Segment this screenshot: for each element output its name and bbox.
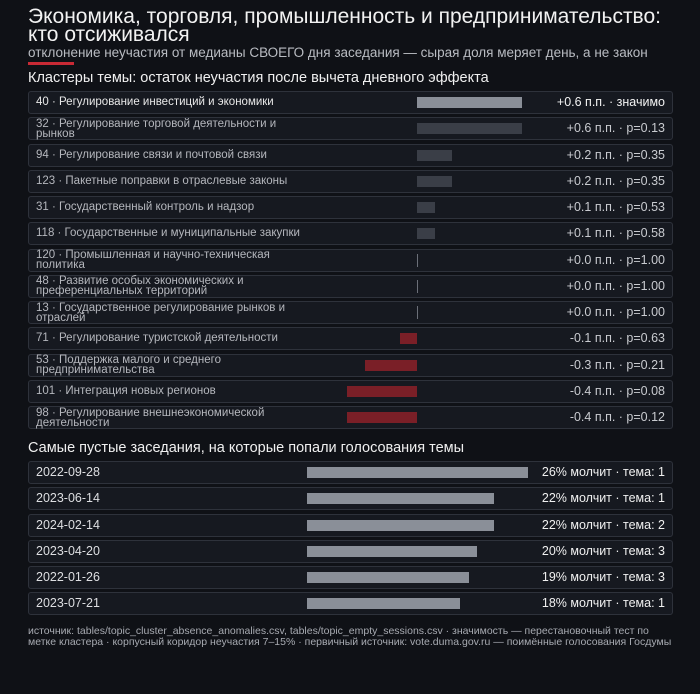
- cluster-value-label: -0.3 п.п. · p=0.21: [569, 357, 665, 372]
- session-date: 2022-01-26: [36, 570, 100, 584]
- cluster-bar: [417, 149, 452, 161]
- cluster-label: 71 · Регулирование туристской деятельнос…: [36, 332, 278, 345]
- cluster-bar: [347, 385, 417, 397]
- sessions-chart-title: Самые пустые заседания, на которые попал…: [28, 440, 465, 456]
- cluster-value-label: +0.0 п.п. · p=1.00: [566, 252, 665, 267]
- cluster-row: 101 · Интеграция новых регионов -0.4 п.п.…: [28, 379, 673, 403]
- cluster-row: 94 · Регулирование связи и почтовой связ…: [28, 143, 673, 167]
- session-value-label: 26% молчит · тема: 1: [541, 465, 665, 479]
- session-value-label: 20% молчит · тема: 3: [541, 543, 665, 558]
- cluster-value-label: +0.1 п.п. · p=0.53: [566, 200, 665, 214]
- cluster-row: 71 · Регулирование туристской деятельнос…: [28, 327, 673, 351]
- session-row: 2023-04-20 20% молчит · тема: 3: [28, 539, 673, 563]
- cluster-row: 98 · Регулирование внешнеэкономической д…: [28, 406, 673, 429]
- cluster-bar: [417, 123, 522, 135]
- cluster-value-label: +0.0 п.п. · p=1.00: [566, 305, 665, 319]
- cluster-value-label: +0.6 п.п. · p=0.13: [566, 121, 665, 136]
- page-title: Экономика, торговля, промышленность и пр…: [28, 5, 661, 46]
- session-bar: [307, 572, 469, 583]
- cluster-value-label: -0.4 п.п. · p=0.12: [569, 410, 665, 424]
- session-date: 2022-09-28: [36, 465, 100, 479]
- session-row: 2022-09-28 26% молчит · тема: 1: [28, 461, 673, 484]
- cluster-label: 13 · Государственное регулирование рынко…: [36, 301, 286, 324]
- cluster-label: 123 · Пакетные поправки в отраслевые зак…: [36, 174, 288, 187]
- cluster-zero-mark: [417, 279, 418, 293]
- cluster-label: 48 · Развитие особых экономических и пре…: [36, 275, 244, 298]
- source-note: источник: tables/topic_cluster_absence_a…: [28, 625, 672, 648]
- cluster-row: 13 · Государственное регулирование рынко…: [28, 301, 673, 324]
- session-bar: [307, 519, 494, 531]
- cluster-zero-mark: [417, 306, 418, 319]
- cluster-bar: [417, 228, 435, 240]
- cluster-value-label: +0.6 п.п. · значимо: [556, 95, 665, 109]
- session-row: 2023-06-14 22% молчит · тема: 1: [28, 487, 673, 511]
- session-value-label: 19% молчит · тема: 3: [541, 570, 665, 584]
- cluster-bar: [364, 359, 417, 371]
- session-value-label: 22% молчит · тема: 2: [541, 517, 665, 532]
- cluster-bar: [417, 97, 522, 108]
- session-bar: [307, 598, 460, 610]
- accent-line: [28, 62, 74, 65]
- session-date: 2023-04-20: [36, 543, 100, 558]
- cluster-row: 120 · Промышленная и научно-техническая …: [28, 248, 673, 272]
- session-row: 2024-02-14 22% молчит · тема: 2: [28, 513, 673, 537]
- cluster-row: 32 · Регулирование торговой деятельности…: [28, 117, 673, 141]
- cluster-label: 40 · Регулирование инвестиций и экономик…: [36, 96, 274, 108]
- session-bar: [307, 545, 477, 557]
- session-row: 2022-01-26 19% молчит · тема: 3: [28, 566, 673, 589]
- cluster-zero-mark: [417, 253, 418, 267]
- session-date: 2023-06-14: [36, 491, 100, 506]
- cluster-bar: [417, 175, 452, 187]
- cluster-value-label: -0.4 п.п. · p=0.08: [569, 383, 665, 398]
- cluster-label: 31 · Государственный контроль и надзор: [36, 201, 255, 213]
- cluster-value-label: -0.1 п.п. · p=0.63: [569, 331, 665, 346]
- session-value-label: 18% молчит · тема: 1: [541, 596, 665, 611]
- cluster-bar: [399, 333, 417, 345]
- cluster-value-label: +0.1 п.п. · p=0.58: [566, 226, 665, 241]
- cluster-row: 48 · Развитие особых экономических и пре…: [28, 274, 673, 298]
- session-bar: [307, 493, 494, 505]
- cluster-bar: [417, 202, 435, 213]
- session-date: 2023-07-21: [36, 596, 100, 611]
- sessions-chart: 2022-09-28 26% молчит · тема: 1 2023-06-14…: [28, 461, 673, 619]
- cluster-chart-title: Кластеры темы: остаток неучастия после в…: [28, 70, 489, 86]
- cluster-value-label: +0.2 п.п. · p=0.35: [566, 147, 665, 162]
- session-value-label: 22% молчит · тема: 1: [541, 491, 665, 506]
- cluster-row: 118 · Государственные и муниципальные за…: [28, 222, 673, 246]
- session-row: 2023-07-21 18% молчит · тема: 1: [28, 592, 673, 616]
- cluster-label: 53 · Поддержка малого и среднего предпри…: [36, 354, 221, 376]
- cluster-row: 40 · Регулирование инвестиций и экономик…: [28, 91, 673, 114]
- page-subtitle: отклонение неучастия от медианы СВОЕГО д…: [28, 45, 648, 60]
- cluster-label: 101 · Интеграция новых регионов: [36, 384, 216, 397]
- cluster-row: 31 · Государственный контроль и надзор +0…: [28, 196, 673, 219]
- cluster-row: 53 · Поддержка малого и среднего предпри…: [28, 353, 673, 377]
- cluster-label: 118 · Государственные и муниципальные за…: [36, 227, 300, 240]
- cluster-label: 120 · Промышленная и научно-техническая …: [36, 249, 270, 271]
- session-date: 2024-02-14: [36, 517, 100, 532]
- session-bar: [307, 467, 528, 478]
- cluster-value-label: +0.2 п.п. · p=0.35: [566, 173, 665, 188]
- cluster-label: 98 · Регулирование внешнеэкономической д…: [36, 406, 265, 429]
- cluster-row: 123 · Пакетные поправки в отраслевые зак…: [28, 169, 673, 193]
- cluster-label: 32 · Регулирование торговой деятельности…: [36, 117, 277, 140]
- cluster-label: 94 · Регулирование связи и почтовой связ…: [36, 148, 267, 161]
- cluster-bar: [347, 412, 417, 423]
- cluster-chart: 40 · Регулирование инвестиций и экономик…: [28, 91, 673, 432]
- cluster-value-label: +0.0 п.п. · p=1.00: [566, 278, 665, 293]
